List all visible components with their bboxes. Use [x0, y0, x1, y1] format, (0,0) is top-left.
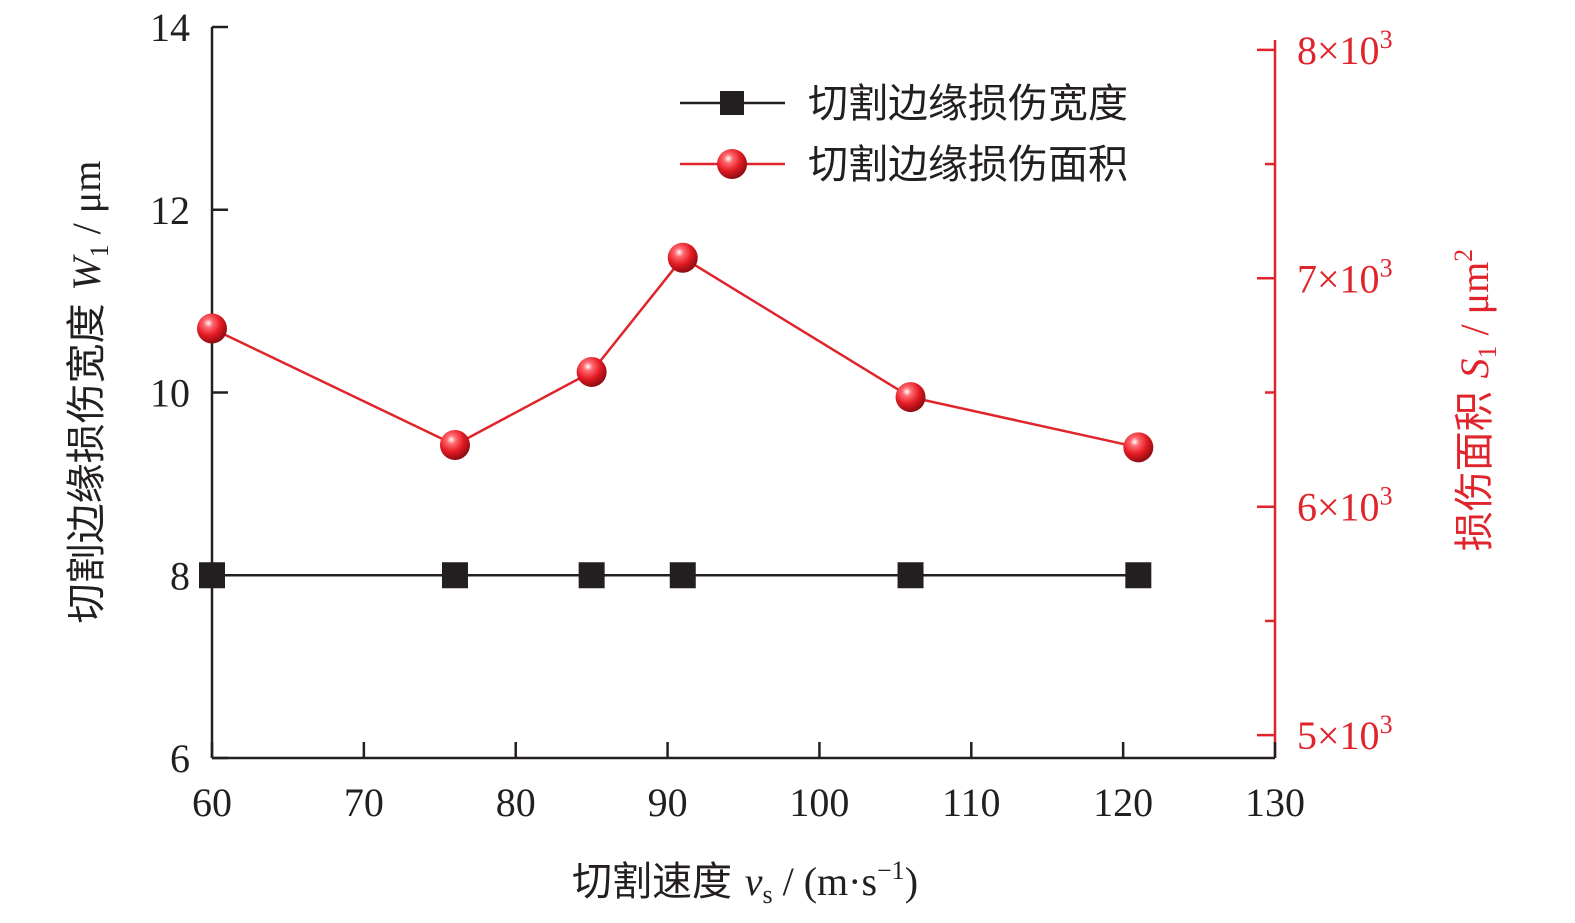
x-axis-title: 切割速度 vs / (m·s−1) [572, 856, 918, 909]
data-point-circle [439, 430, 470, 461]
x-tick-label: 90 [648, 780, 688, 825]
data-point-square [441, 562, 468, 589]
data-point-square [669, 562, 696, 589]
left-axis-title: 切割边缘损伤宽度 W1 / μm [64, 161, 114, 624]
right-tick-label: 5×103 [1297, 710, 1393, 758]
x-tick-label: 110 [942, 780, 1001, 825]
left-tick-label: 8 [170, 553, 190, 598]
right-tick-label: 7×103 [1297, 253, 1393, 301]
x-tick-label: 60 [192, 780, 232, 825]
legend-label-area: 切割边缘损伤面积 [808, 142, 1128, 188]
data-point-circle [197, 313, 227, 344]
left-tick-label: 14 [150, 5, 190, 50]
x-tick-label: 130 [1245, 780, 1305, 825]
legend-label-width: 切割边缘损伤宽度 [808, 81, 1128, 127]
left-tick-label: 12 [150, 188, 190, 233]
right-axis-title: 损伤面积 S1 / μm2 [1449, 249, 1502, 551]
right-tick-label: 8×103 [1297, 25, 1393, 73]
x-tick-label: 120 [1093, 780, 1153, 825]
x-tick-label: 80 [496, 780, 536, 825]
legend: 切割边缘损伤宽度 切割边缘损伤面积 [680, 81, 1128, 188]
legend-marker-circle [717, 149, 747, 179]
series-line-1 [211, 256, 1139, 449]
data-point-square [897, 562, 924, 589]
left-tick-label: 6 [170, 736, 190, 781]
x-tick-label: 70 [344, 780, 384, 825]
data-point-circle [576, 356, 607, 387]
data-point-square [199, 562, 225, 589]
data-point-circle [667, 242, 698, 273]
data-point-circle [1123, 432, 1154, 463]
data-point-square [1125, 562, 1152, 589]
legend-marker-square [720, 91, 744, 115]
right-tick-label: 6×103 [1297, 482, 1393, 530]
data-point-circle [895, 382, 926, 413]
left-tick-label: 10 [150, 371, 190, 416]
data-point-square [578, 562, 605, 589]
x-tick-label: 100 [789, 780, 849, 825]
